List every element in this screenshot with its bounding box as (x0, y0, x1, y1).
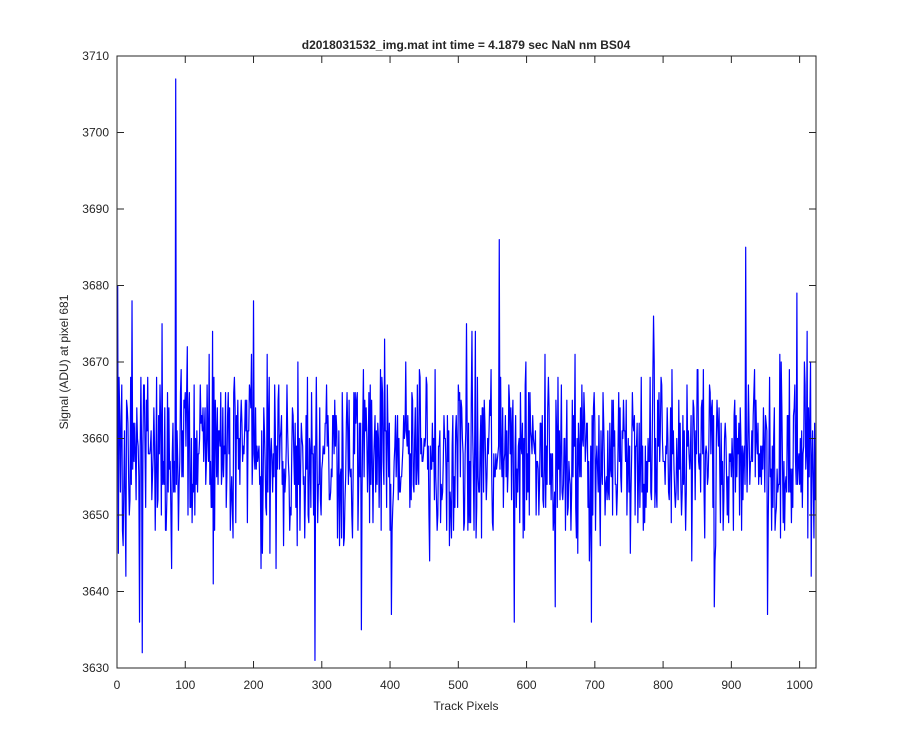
y-tick-label: 3650 (82, 508, 109, 522)
x-tick-label: 100 (175, 678, 195, 692)
x-tick-label: 300 (312, 678, 332, 692)
y-tick-label: 3680 (82, 279, 109, 293)
y-tick-label: 3630 (82, 661, 109, 675)
y-tick-label: 3690 (82, 202, 109, 216)
x-tick-label: 800 (653, 678, 673, 692)
x-tick-label: 0 (114, 678, 121, 692)
y-tick-label: 3660 (82, 432, 109, 446)
x-axis: 0 100 200 300 400 500 600 700 800 900 1000 (114, 56, 813, 692)
x-tick-label: 400 (380, 678, 400, 692)
chart-title: d2018031532_img.mat int time = 4.1879 se… (302, 38, 631, 52)
y-tick-label: 3710 (82, 49, 109, 63)
signal-line (117, 78, 816, 661)
x-tick-label: 900 (721, 678, 741, 692)
x-tick-label: 1000 (786, 678, 813, 692)
x-tick-label: 600 (517, 678, 537, 692)
x-axis-label: Track Pixels (434, 699, 499, 713)
y-axis-label: Signal (ADU) at pixel 681 (57, 294, 71, 429)
x-tick-label: 700 (585, 678, 605, 692)
y-tick-label: 3670 (82, 355, 109, 369)
y-tick-label: 3640 (82, 585, 109, 599)
x-tick-label: 200 (244, 678, 264, 692)
y-tick-label: 3700 (82, 126, 109, 140)
x-tick-label: 500 (448, 678, 468, 692)
y-axis: 3630 3640 3650 3660 3670 3680 3690 3700 3710 (82, 49, 816, 675)
series-layer (117, 78, 816, 661)
